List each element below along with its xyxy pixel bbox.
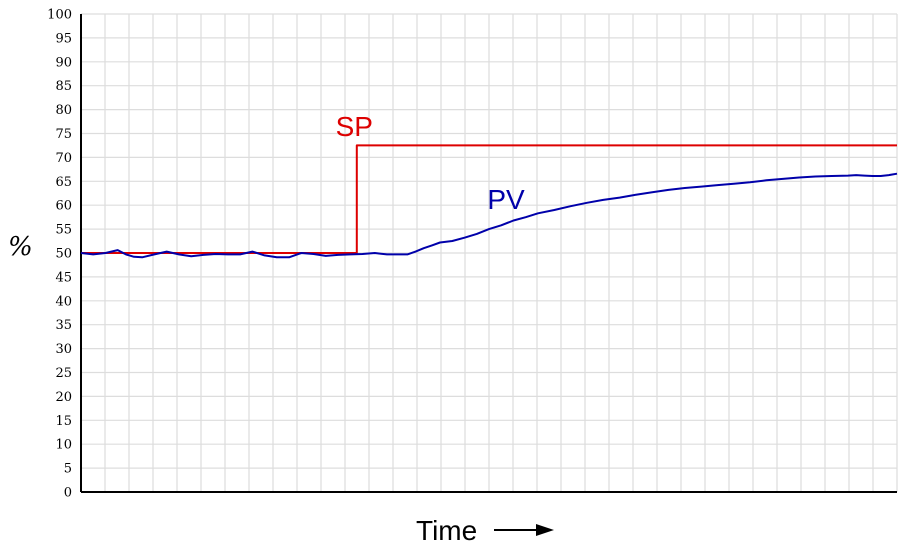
series-line-sp: [81, 144, 897, 254]
series-label-sp: SP: [336, 111, 373, 142]
y-tick-label: 65: [55, 175, 72, 190]
y-tick-label: 70: [55, 151, 72, 166]
y-tick-label: 45: [55, 270, 72, 285]
y-tick-label: 55: [55, 223, 72, 238]
x-axis-label: Time: [416, 515, 477, 546]
y-tick-label: 25: [55, 366, 72, 381]
y-tick-label: 40: [55, 294, 72, 309]
y-tick-label: 20: [55, 390, 72, 405]
time-arrow-icon: [494, 524, 554, 536]
y-tick-label: 30: [55, 342, 72, 357]
series-lines: [80, 144, 898, 259]
series-line-pv: [80, 172, 898, 259]
y-tick-label: 80: [55, 103, 72, 118]
y-tick-label: 75: [55, 127, 72, 142]
arrow-head: [536, 524, 554, 536]
y-tick-label: 10: [55, 438, 72, 453]
y-tick-labels: 0 5 10 15 20 25 30 35 40 45 50 55 60 65 70 75 80 85 90 95 10…: [47, 8, 72, 501]
y-tick-label: 85: [55, 79, 72, 94]
y-tick-label: 60: [55, 199, 72, 214]
series-label-pv: PV: [487, 184, 525, 215]
series-annotations: SP PV: [336, 111, 525, 215]
y-axis-label: %: [8, 232, 33, 262]
y-tick-label: 95: [55, 31, 72, 46]
y-tick-label: 35: [55, 318, 72, 333]
y-tick-label: 0: [64, 486, 72, 501]
y-tick-label: 100: [47, 8, 72, 23]
y-tick-label: 50: [55, 247, 72, 262]
y-tick-label: 15: [55, 414, 72, 429]
y-tick-label: 90: [55, 55, 72, 70]
y-tick-label: 5: [64, 462, 72, 477]
